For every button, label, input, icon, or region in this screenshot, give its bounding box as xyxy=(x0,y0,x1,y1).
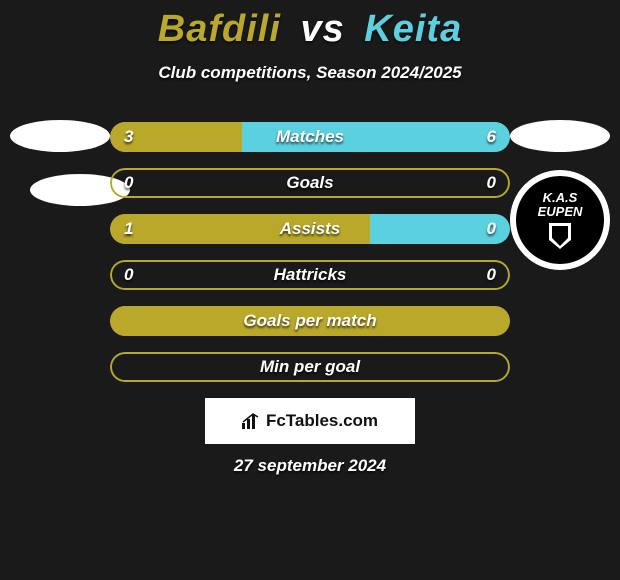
stat-left-value: 0 xyxy=(124,173,133,193)
player2-name: Keita xyxy=(364,8,462,50)
ellipse-shape-3 xyxy=(510,120,610,152)
stat-label: Assists xyxy=(280,219,340,239)
chart-icon xyxy=(242,413,260,429)
player2-badge: K.A.S EUPEN xyxy=(510,120,610,270)
date-text: 27 september 2024 xyxy=(0,456,620,476)
stat-label: Min per goal xyxy=(260,357,360,377)
stat-left-value: 1 xyxy=(124,219,133,239)
site-name: FcTables.com xyxy=(266,411,378,431)
stat-left-value: 0 xyxy=(124,265,133,285)
page-title: Bafdili vs Keita xyxy=(0,0,620,51)
stat-label: Matches xyxy=(276,127,344,147)
site-attribution: FcTables.com xyxy=(205,398,415,444)
crest-text-1: K.A.S xyxy=(543,191,578,205)
crest-text-2: EUPEN xyxy=(538,205,583,219)
stat-bar-row: Min per goal xyxy=(110,352,510,382)
club-crest: K.A.S EUPEN xyxy=(510,170,610,270)
stat-right-value: 0 xyxy=(487,265,496,285)
stat-bar-row: 1 0 Assists xyxy=(110,214,510,244)
player1-name: Bafdili xyxy=(158,8,281,50)
ellipse-shape-1 xyxy=(10,120,110,152)
stat-bar-row: Goals per match xyxy=(110,306,510,336)
stat-left-value: 3 xyxy=(124,127,133,147)
stat-right-value: 0 xyxy=(487,219,496,239)
stat-label: Goals per match xyxy=(243,311,376,331)
stat-right-value: 0 xyxy=(487,173,496,193)
stat-bar-row: 0 0 Hattricks xyxy=(110,260,510,290)
shield-icon xyxy=(549,223,571,249)
stat-label: Goals xyxy=(286,173,333,193)
stat-label: Hattricks xyxy=(274,265,347,285)
subtitle: Club competitions, Season 2024/2025 xyxy=(0,63,620,83)
stat-bars: 3 6 Matches 0 0 Goals 1 0 Assists 0 0 Hattricks Goal… xyxy=(110,122,510,398)
stat-bar-row: 0 0 Goals xyxy=(110,168,510,198)
stat-right-value: 6 xyxy=(487,127,496,147)
title-vs: vs xyxy=(300,8,344,50)
stat-bar-row: 3 6 Matches xyxy=(110,122,510,152)
